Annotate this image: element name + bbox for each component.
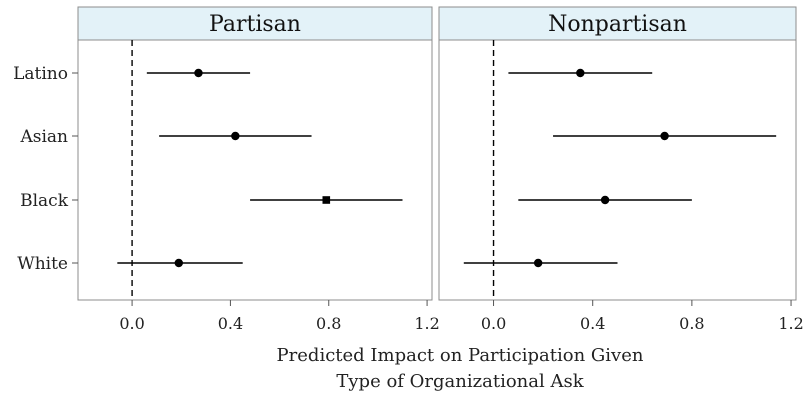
point-partisan-latino [194, 68, 203, 78]
point-nonpartisan-white [533, 258, 543, 268]
panel-nonpartisan: Nonpartisan 0.0 0.4 0.8 1.2 [438, 6, 804, 333]
x-tick-label-partisan-3: 1.2 [414, 314, 439, 333]
strip-title-partisan: Partisan [209, 12, 301, 37]
strip-nonpartisan [438, 6, 797, 41]
plot-area-partisan [77, 39, 433, 301]
strip-partisan [77, 6, 433, 41]
x-tick-label-partisan-0: 0.0 [119, 314, 144, 333]
category-labels: Latino Asian Black White [13, 64, 78, 274]
category-label-black: Black [20, 191, 69, 211]
x-tick-label-nonpartisan-2: 0.8 [679, 314, 704, 333]
x-tick-label-partisan-1: 0.4 [218, 314, 243, 333]
point-partisan-asian [231, 131, 240, 141]
plot-area-nonpartisan [438, 39, 797, 301]
strip-title-nonpartisan: Nonpartisan [548, 12, 687, 37]
x-axis-title-line-1: Predicted Impact on Participation Given [277, 345, 644, 366]
x-axis-title-line-2: Type of Organizational Ask [336, 371, 584, 392]
x-tick-label-nonpartisan-1: 0.4 [580, 314, 605, 333]
x-tick-label-nonpartisan-0: 0.0 [481, 314, 506, 333]
panel-partisan: Partisan 0.0 0.4 0.8 1.2 [77, 6, 440, 333]
point-nonpartisan-latino [576, 68, 585, 78]
category-label-latino: Latino [13, 64, 68, 84]
point-nonpartisan-asian [660, 131, 669, 141]
point-partisan-black [322, 196, 331, 204]
point-nonpartisan-black [600, 195, 610, 205]
x-tick-label-nonpartisan-3: 1.2 [778, 314, 803, 333]
x-tick-label-partisan-2: 0.8 [316, 314, 341, 333]
facet-panels: Partisan 0.0 0.4 0.8 1.2 Nonpartisan 0.0 0.4 0.8… [77, 6, 804, 333]
category-label-asian: Asian [19, 127, 68, 147]
point-partisan-white [174, 258, 183, 268]
category-label-white: White [17, 254, 68, 274]
